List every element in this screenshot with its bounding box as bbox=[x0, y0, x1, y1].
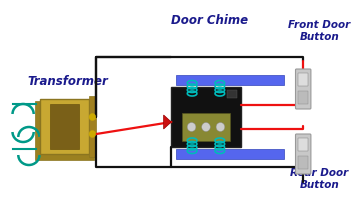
Text: Rear Door
Button: Rear Door Button bbox=[290, 167, 349, 190]
Bar bbox=[299, 156, 308, 170]
Bar bbox=[299, 92, 308, 105]
Bar bbox=[299, 74, 308, 87]
Bar bbox=[182, 113, 230, 141]
Circle shape bbox=[187, 123, 196, 132]
Bar bbox=[176, 149, 284, 159]
Bar bbox=[227, 91, 237, 99]
Text: Transformer: Transformer bbox=[27, 75, 108, 88]
Bar bbox=[88, 96, 96, 157]
Circle shape bbox=[202, 123, 210, 132]
Bar bbox=[176, 76, 284, 86]
Bar bbox=[35, 102, 94, 160]
Polygon shape bbox=[164, 115, 171, 129]
FancyBboxPatch shape bbox=[295, 70, 311, 110]
Circle shape bbox=[89, 131, 96, 138]
Bar bbox=[171, 88, 241, 147]
Circle shape bbox=[89, 114, 96, 121]
Circle shape bbox=[216, 123, 225, 132]
Bar bbox=[299, 138, 308, 152]
Bar bbox=[50, 104, 79, 149]
Text: Front Door
Button: Front Door Button bbox=[288, 20, 351, 42]
FancyBboxPatch shape bbox=[295, 134, 311, 174]
Text: Door Chime: Door Chime bbox=[171, 13, 248, 26]
Bar bbox=[40, 100, 88, 154]
